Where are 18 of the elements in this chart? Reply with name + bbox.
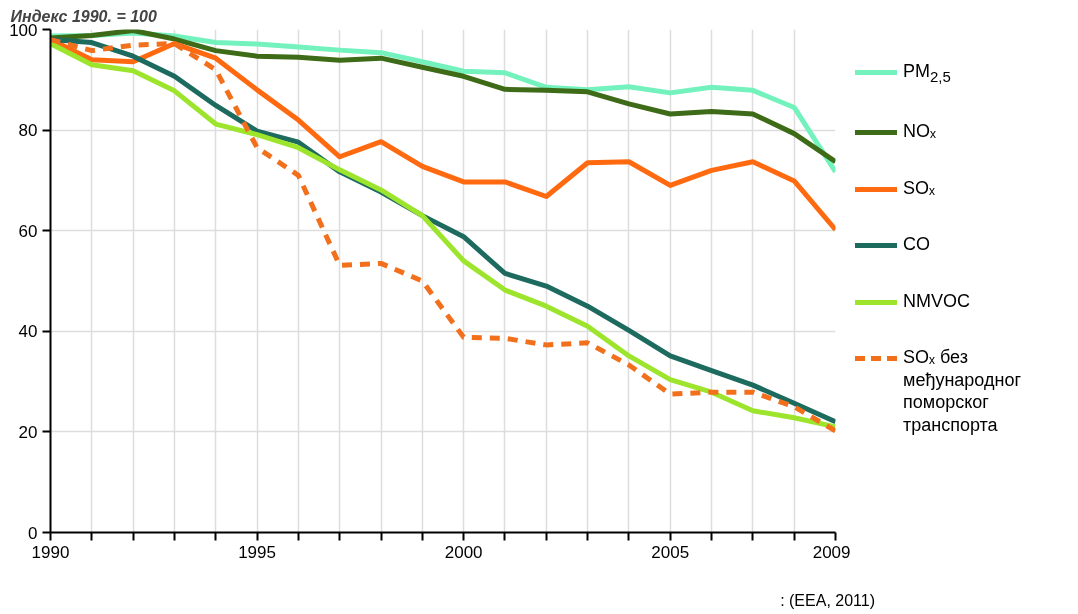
x-tick-label: 1990: [31, 542, 70, 562]
x-tick-label: 2005: [651, 542, 690, 562]
text: : (EEA, 2011): [779, 591, 875, 611]
x-tick-label: 1995: [238, 542, 276, 562]
legend-label: SOₓ: [903, 176, 936, 200]
y-axis-title: Индекс 1990. = 100: [10, 7, 157, 25]
y-tick-label: 40: [18, 322, 38, 342]
x-tick-label: 2000: [444, 542, 483, 562]
y-tick-label: 60: [18, 221, 38, 241]
legend-label: NOₓ: [903, 120, 937, 143]
y-tick-label: 20: [18, 422, 38, 442]
legend-label: NMVOC: [903, 289, 971, 313]
y-tick-label: 0: [28, 523, 38, 543]
y-tick-label: 80: [18, 121, 38, 141]
legend-label: CO: [903, 233, 931, 256]
legend-label: SOₓ без међународног поморског транспорта: [903, 346, 1022, 437]
legend-label: PM$_{2,5}$: [903, 60, 952, 87]
x-tick-label: 2009: [812, 542, 851, 562]
